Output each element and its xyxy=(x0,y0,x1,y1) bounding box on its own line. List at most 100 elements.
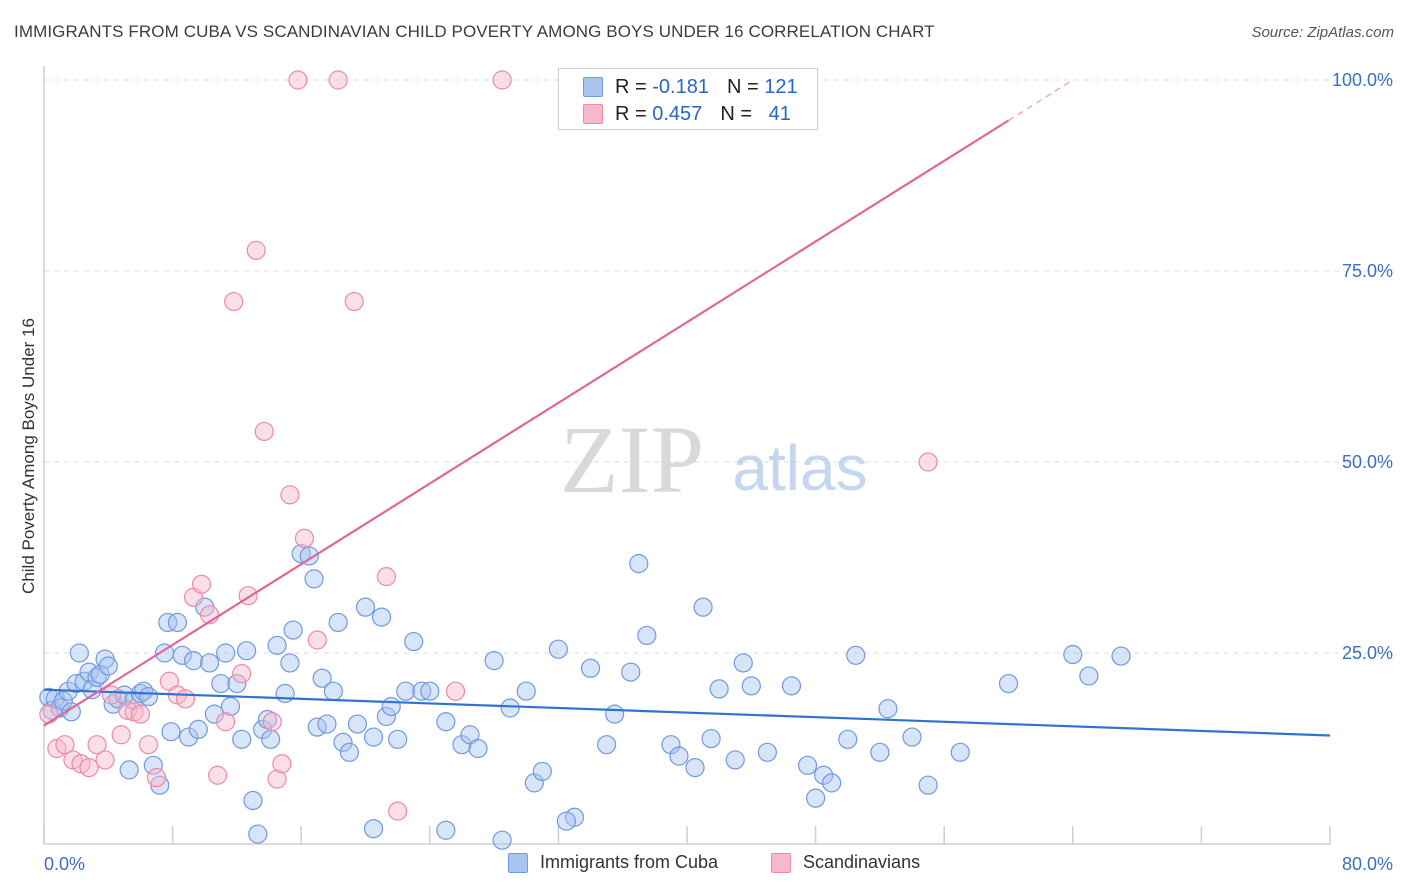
data-point xyxy=(138,735,159,755)
data-point xyxy=(516,681,536,701)
data-point xyxy=(685,757,705,778)
data-point xyxy=(143,755,163,775)
data-point xyxy=(87,735,107,755)
legend-label-scandinavians: Scandinavians xyxy=(803,852,921,872)
data-point xyxy=(524,773,544,793)
data-point xyxy=(111,725,131,745)
data-point xyxy=(179,727,199,747)
data-point xyxy=(629,554,649,574)
data-point xyxy=(61,702,81,722)
data-point xyxy=(323,681,343,701)
r-value: 0.457 xyxy=(652,102,703,125)
legend-swatch-cuba xyxy=(583,77,603,97)
data-point xyxy=(317,714,337,734)
data-point xyxy=(388,729,408,749)
legend-item-cuba[interactable]: Immigrants from Cuba xyxy=(508,852,718,873)
data-point xyxy=(288,70,308,90)
data-point xyxy=(404,631,424,652)
legend-row-scandinavians: R = 0.457 N = 41 xyxy=(583,102,791,126)
data-point xyxy=(661,735,681,755)
data-point xyxy=(621,662,641,682)
data-point xyxy=(294,528,315,549)
data-point xyxy=(328,70,348,90)
data-point xyxy=(87,667,107,688)
data-point xyxy=(452,735,472,755)
data-point xyxy=(158,612,178,633)
data-point xyxy=(597,735,617,755)
correlation-legend: R = -0.181 N = 121 R = 0.457 N = 41 xyxy=(558,68,818,130)
data-point xyxy=(243,790,263,811)
x-tick-label: 80.0% xyxy=(1342,854,1393,874)
data-point xyxy=(119,760,139,780)
data-point xyxy=(236,641,257,661)
data-point xyxy=(492,70,512,90)
n-value: 121 xyxy=(764,75,798,98)
data-point xyxy=(838,729,858,749)
data-point xyxy=(304,569,324,589)
data-point xyxy=(420,681,440,701)
data-point xyxy=(347,714,368,734)
data-point xyxy=(902,727,922,747)
data-point xyxy=(146,767,167,788)
legend-item-scandinavians[interactable]: Scandinavians xyxy=(771,852,920,873)
data-point xyxy=(870,742,890,762)
data-point xyxy=(709,679,729,699)
data-point xyxy=(381,696,401,717)
tick-labels: 25.0% 50.0% 75.0% 100.0% 0.0% 80.0% xyxy=(44,70,1393,874)
data-point xyxy=(355,597,376,617)
data-point xyxy=(261,729,281,749)
x-tick-label: 0.0% xyxy=(44,854,85,874)
legend-label-cuba: Immigrants from Cuba xyxy=(540,852,719,872)
data-point xyxy=(291,544,311,564)
data-point xyxy=(275,683,295,704)
data-point xyxy=(117,700,138,720)
n-value: 41 xyxy=(768,102,791,125)
data-point xyxy=(781,676,802,696)
trend-line-cuba xyxy=(43,688,1331,737)
data-point xyxy=(725,750,745,770)
data-point xyxy=(227,673,247,694)
data-point xyxy=(307,630,327,650)
data-point xyxy=(254,421,274,442)
data-point xyxy=(216,643,236,663)
data-point xyxy=(822,773,842,793)
y-axis-label: Child Poverty Among Boys Under 16 xyxy=(19,318,38,594)
data-point xyxy=(376,706,396,727)
data-point xyxy=(130,704,151,724)
legend-swatch-scandinavians xyxy=(583,104,603,124)
data-point xyxy=(1063,644,1083,665)
data-point xyxy=(918,775,938,795)
data-point xyxy=(814,765,834,785)
data-point xyxy=(363,819,384,839)
watermark: ZIP atlas xyxy=(560,406,868,513)
data-point xyxy=(950,742,970,762)
data-point xyxy=(138,686,159,707)
chart-title: IMMIGRANTS FROM CUBA VS SCANDINAVIAN CHI… xyxy=(14,22,935,41)
data-point xyxy=(253,719,273,740)
data-point xyxy=(232,664,252,684)
data-point xyxy=(211,673,231,694)
data-point xyxy=(175,689,196,709)
data-point xyxy=(468,738,488,759)
data-point xyxy=(733,653,753,673)
data-point xyxy=(556,811,577,831)
data-point xyxy=(757,742,777,762)
trend-lines xyxy=(43,79,1331,737)
legend-swatch-scandinavians xyxy=(771,852,791,873)
axes xyxy=(43,66,1331,845)
data-point xyxy=(262,712,282,732)
series-cuba-points xyxy=(39,544,1131,850)
n-label: N = xyxy=(720,102,752,125)
y-tick-label: 100.0% xyxy=(1332,70,1393,90)
data-point xyxy=(532,761,552,782)
source-label: Source: ZipAtlas.com xyxy=(1251,24,1394,41)
data-point xyxy=(412,681,432,701)
data-point xyxy=(918,452,938,472)
data-point xyxy=(669,746,689,766)
data-point xyxy=(741,676,761,696)
r-label: R = xyxy=(615,75,647,98)
data-point xyxy=(333,732,353,752)
data-point xyxy=(167,612,188,633)
data-point xyxy=(637,625,657,646)
